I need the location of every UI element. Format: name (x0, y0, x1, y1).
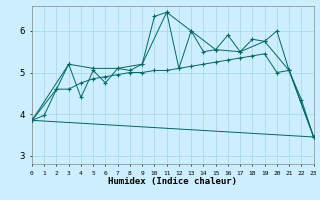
X-axis label: Humidex (Indice chaleur): Humidex (Indice chaleur) (108, 177, 237, 186)
